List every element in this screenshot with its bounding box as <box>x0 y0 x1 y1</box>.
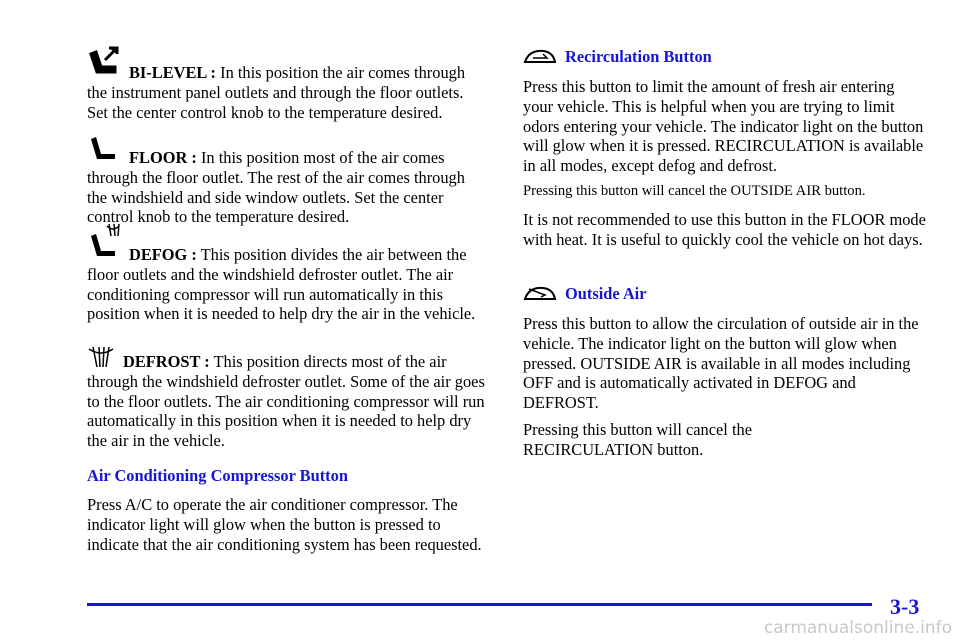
item: DEFROST : This position directs most of … <box>87 345 487 451</box>
paragraph: It is not recommended to use this button… <box>523 210 926 249</box>
note: Pressing this button will cancel the OUT… <box>523 183 866 199</box>
label: BI-LEVEL : <box>129 63 216 82</box>
text: In this position most of the air comes t… <box>87 148 465 227</box>
paragraph: Press this button to allow the circulati… <box>523 314 919 413</box>
item: DEFOG : This position divides the air be… <box>87 222 487 324</box>
text: This position divides the air between th… <box>87 245 476 324</box>
defrost-icon <box>88 346 114 368</box>
defog-icon <box>91 223 120 256</box>
label: DEFOG : <box>129 245 197 264</box>
label: FLOOR : <box>129 148 197 167</box>
watermark: carmanualsonline.info <box>763 618 952 638</box>
floor-icon <box>91 137 115 159</box>
paragraph: Pressing this button will cancel the REC… <box>523 420 752 459</box>
outside-air-icon <box>523 286 557 300</box>
recirc-icon <box>523 49 557 63</box>
heading: Outside Air <box>523 284 928 304</box>
heading-text: Outside Air <box>565 284 647 303</box>
item: FLOOR : In this position most of the air… <box>87 137 487 227</box>
footer-rule <box>87 603 872 606</box>
text: In this position the air comes through t… <box>87 63 466 122</box>
text: This position directs most of the air th… <box>87 352 485 451</box>
label: DEFROST : <box>123 352 210 371</box>
heading: Recirculation Button <box>523 47 928 67</box>
paragraph: Press this button to limit the amount of… <box>523 77 924 176</box>
paragraph: Press A/C to operate the air conditioner… <box>87 495 482 554</box>
heading-text: Recirculation Button <box>565 47 712 66</box>
page-number: 3-3 <box>890 594 920 619</box>
heading: Air Conditioning Compressor Button <box>87 466 348 485</box>
item: BI-LEVEL : In this position the air come… <box>87 44 487 122</box>
bilevel-icon <box>89 46 119 74</box>
